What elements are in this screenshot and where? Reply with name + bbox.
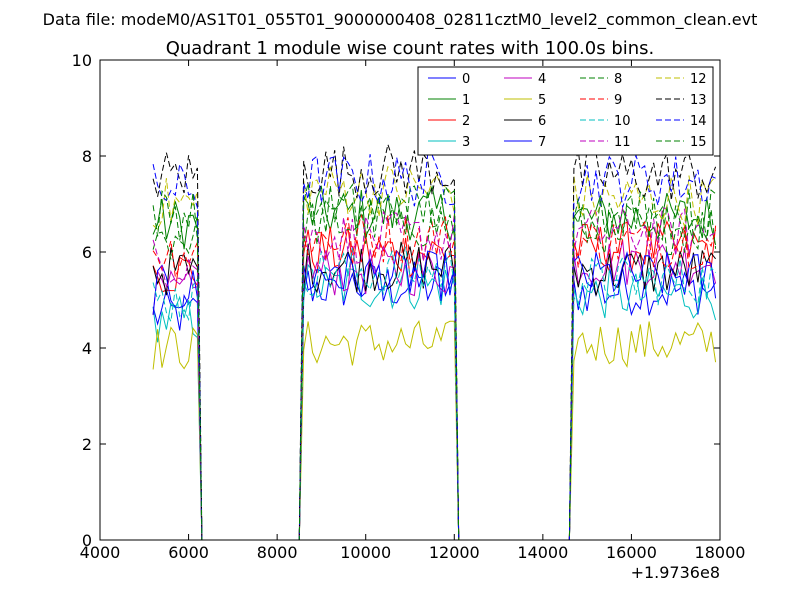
y-tick-label: 2 <box>82 435 92 454</box>
legend-label-11: 11 <box>614 135 631 150</box>
legend-label-1: 1 <box>462 93 470 108</box>
series-line-11 <box>152 206 716 541</box>
x-tick-label: 14000 <box>517 543 568 562</box>
legend-label-5: 5 <box>538 93 546 108</box>
legend-label-2: 2 <box>462 114 470 129</box>
x-tick-label: 6000 <box>168 543 209 562</box>
legend-label-10: 10 <box>614 114 631 129</box>
series-line-8 <box>152 197 717 541</box>
x-tick-label: 16000 <box>606 543 657 562</box>
legend-label-0: 0 <box>462 72 470 87</box>
legend-label-6: 6 <box>538 114 546 129</box>
series-line-13 <box>152 142 717 541</box>
legend-label-3: 3 <box>462 135 470 150</box>
x-offset-label: +1.9736e8 <box>631 563 720 582</box>
series-line-15 <box>152 183 716 541</box>
legend-label-14: 14 <box>690 114 707 129</box>
series-line-2 <box>152 220 717 541</box>
legend-label-8: 8 <box>614 72 622 87</box>
x-tick-label: 18000 <box>695 543 746 562</box>
legend-label-15: 15 <box>690 135 707 150</box>
plot-frame <box>99 59 721 541</box>
x-tick-label: 10000 <box>340 543 391 562</box>
y-tick-label: 4 <box>82 339 92 358</box>
legend-label-12: 12 <box>690 72 707 87</box>
chart-title: Quadrant 1 module wise count rates with … <box>166 38 655 59</box>
series-line-9 <box>152 214 717 541</box>
legend-label-4: 4 <box>538 72 546 87</box>
x-axis: 4000 6000 8000 10000 12000 14000 16000 18000 <box>80 60 746 562</box>
series-line-10 <box>152 246 716 541</box>
x-tick-label: 4000 <box>80 543 121 562</box>
y-tick-label: 6 <box>82 243 92 262</box>
series-line-7 <box>152 249 717 541</box>
series-line-5 <box>152 320 717 541</box>
y-tick-label: 0 <box>82 531 92 550</box>
series-line-3 <box>152 263 717 541</box>
y-tick-label: 8 <box>82 147 92 166</box>
legend-box <box>417 66 714 156</box>
x-tick-label: 12000 <box>429 543 480 562</box>
y-tick-label: 10 <box>72 51 92 70</box>
legend-label-13: 13 <box>690 93 707 108</box>
legend-label-9: 9 <box>614 93 622 108</box>
series-line-12 <box>152 165 716 541</box>
figure-suptitle: Data file: modeM0/AS1T01_055T01_90000004… <box>43 10 758 30</box>
x-tick-label: 8000 <box>257 543 298 562</box>
legend-label-7: 7 <box>538 135 546 150</box>
